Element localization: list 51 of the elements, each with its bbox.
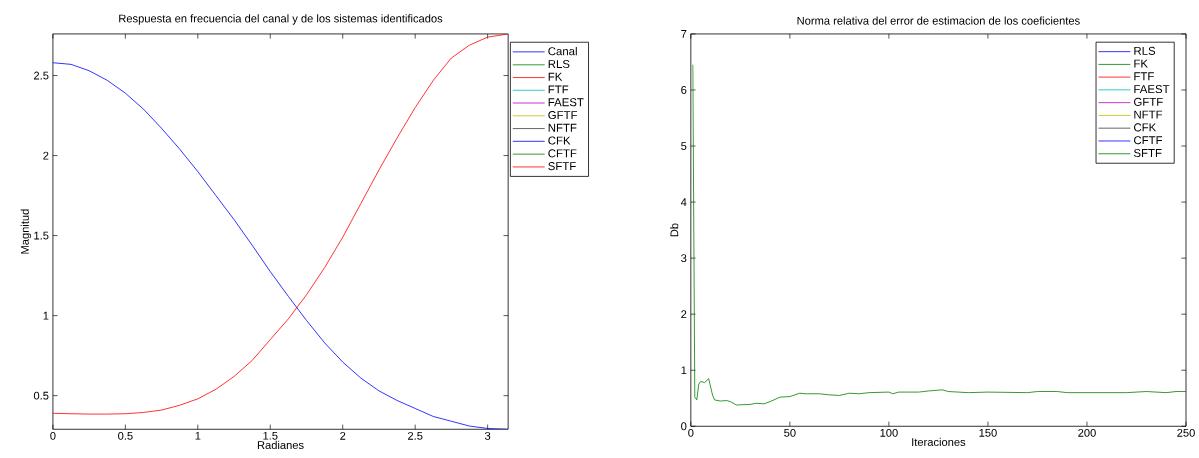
legend-label: RLS: [1134, 46, 1156, 55]
chart-title: Respuesta en frecuencia del canal y de los sistemas identificados: [119, 14, 443, 25]
x-tick-label: 100: [880, 428, 898, 437]
x-tick-label: 200: [1078, 428, 1096, 437]
legend-label: GFTF: [1134, 97, 1163, 106]
y-tick-label: 1: [681, 366, 687, 374]
legend-label: CFTF: [548, 149, 577, 158]
chart-title: Norma relativa del error de estimacion de los coeficientes: [797, 16, 1080, 25]
legend-label: FK: [548, 72, 563, 81]
x-tick-label: 250: [1177, 428, 1195, 437]
y-tick-label: 6: [681, 85, 687, 94]
y-tick-label: 0: [681, 422, 687, 431]
legend-label: CFTF: [1134, 136, 1163, 145]
x-tick-label: 0: [50, 431, 56, 440]
x-tick-label: 3: [484, 431, 491, 440]
y-axis-title: Magnitud: [20, 209, 32, 254]
x-tick-label: 2.5: [408, 431, 423, 440]
x-tick-label: 1.5: [263, 431, 278, 440]
x-tick-label: 2: [340, 431, 346, 440]
legend-label: NFTF: [1134, 110, 1163, 119]
legend-label: RLS: [548, 59, 570, 68]
y-tick-label: 3: [681, 254, 687, 262]
legend-label: SFTF: [1133, 148, 1162, 157]
x-axis-title: Iteraciones: [912, 437, 966, 446]
legend-label: FTF: [1134, 72, 1154, 81]
legend-label: FTF: [548, 85, 569, 94]
y-tick-label: 4: [680, 198, 687, 206]
legend-label: NFTF: [548, 123, 577, 132]
y-tick-label: 2: [681, 310, 687, 318]
y-tick-label: 1.5: [34, 231, 49, 240]
legend-label: CFK: [1134, 123, 1157, 132]
x-tick-label: 0.5: [118, 431, 133, 440]
legend-label: FAEST: [548, 98, 584, 107]
x-axis-title: Radianes: [257, 440, 304, 449]
legend-label: FK: [1134, 59, 1148, 68]
y-tick-label: 7: [681, 30, 687, 38]
legend-label: CFK: [548, 136, 571, 145]
legend-label: Canal: [548, 46, 577, 56]
y-axis-title: Db: [670, 223, 679, 237]
x-tick-label: 150: [979, 428, 997, 437]
legend-label: SFTF: [548, 162, 576, 171]
y-tick-label: 2: [43, 151, 49, 160]
x-tick-label: 50: [784, 428, 796, 437]
y-tick-label: 1: [43, 311, 49, 320]
x-tick-label: 0: [688, 428, 694, 437]
y-tick-label: 5: [681, 142, 687, 150]
legend-label: FAEST: [1134, 84, 1170, 93]
legend-label: GFTF: [548, 110, 578, 119]
y-tick-label: 0.5: [33, 391, 49, 400]
y-tick-label: 2.5: [34, 71, 49, 80]
x-tick-label: 1: [195, 431, 201, 440]
